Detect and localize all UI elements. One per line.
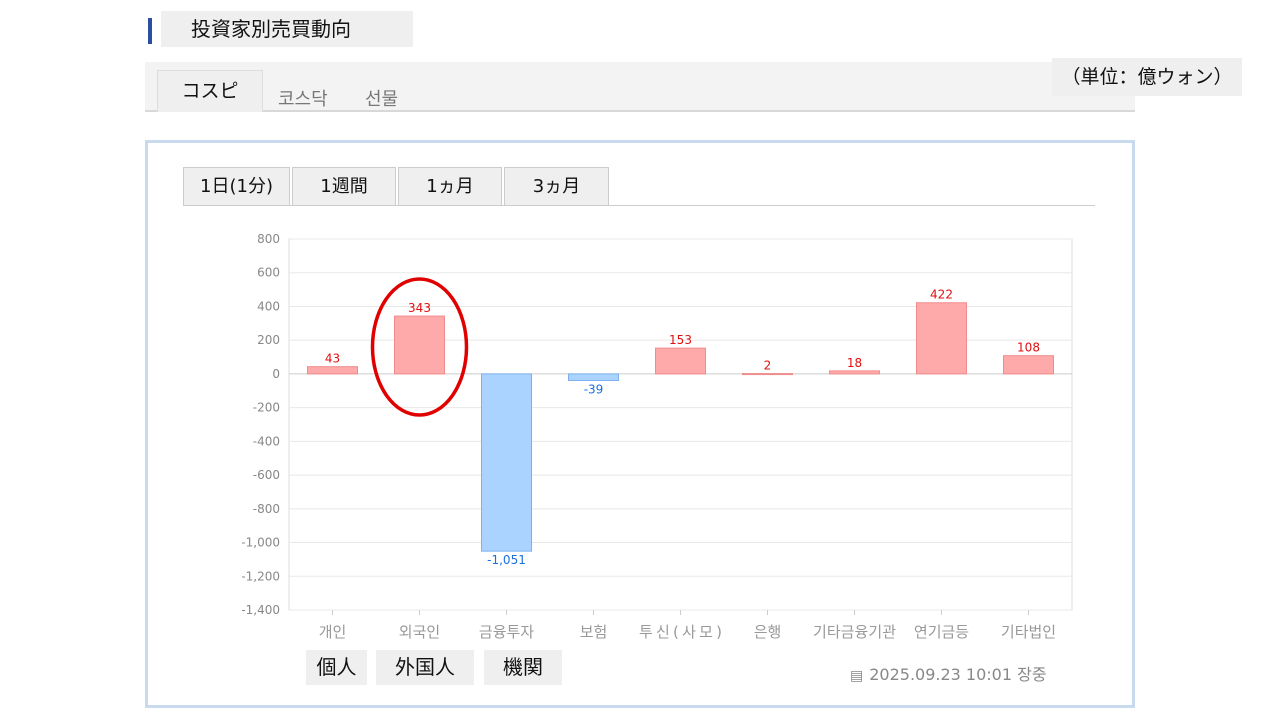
data-label: -39 — [584, 382, 604, 396]
bar — [829, 370, 880, 375]
y-tick-label: 0 — [272, 367, 280, 381]
y-tick-label: -600 — [253, 468, 280, 482]
bar — [655, 347, 706, 375]
y-tick-label: -1,200 — [241, 569, 280, 583]
bar — [307, 366, 358, 375]
data-label: 153 — [669, 333, 692, 347]
tab-kospi[interactable]: コスピ — [157, 70, 263, 112]
foreigner-button[interactable]: 外国人 — [376, 650, 474, 685]
bar — [1003, 355, 1054, 375]
tab-futures[interactable]: 선물 — [365, 89, 399, 110]
chart-panel — [145, 140, 1135, 708]
data-label: 343 — [408, 301, 431, 315]
highlight-circle — [370, 277, 469, 417]
x-tick-label: 기타금융기관 — [813, 623, 896, 641]
page-title: 投資家別売買動向 — [161, 11, 413, 47]
bar — [916, 302, 967, 375]
institution-button[interactable]: 機関 — [484, 650, 562, 685]
data-label: 43 — [325, 352, 340, 366]
timestamp-text: 2025.09.23 10:01 장중 — [869, 665, 1047, 684]
x-tick-label: 보험 — [580, 623, 608, 641]
individual-button[interactable]: 個人 — [306, 650, 367, 685]
title-accent-bar — [148, 18, 152, 44]
data-label: 108 — [1017, 341, 1040, 355]
x-tick-label: 은행 — [754, 623, 782, 641]
bar — [568, 373, 619, 381]
unit-label: （単位：億ウォン） — [1052, 58, 1242, 96]
data-label: 18 — [847, 356, 862, 370]
y-tick-label: 400 — [257, 299, 280, 313]
x-tick-label: 금융투자 — [479, 623, 534, 641]
y-tick-label: -400 — [253, 434, 280, 448]
x-tick-label: 투신(사모) — [639, 623, 722, 641]
timestamp: ▤ 2025.09.23 10:01 장중 — [850, 661, 1047, 685]
data-label: 422 — [930, 288, 953, 302]
y-tick-label: 200 — [257, 333, 280, 347]
y-tick-label: -1,000 — [241, 536, 280, 550]
bar — [394, 315, 445, 375]
bar — [481, 373, 532, 552]
data-label: 2 — [764, 359, 772, 373]
x-tick-label: 개인 — [319, 623, 347, 641]
plot-area — [288, 238, 1073, 611]
tab-1day[interactable]: 1日(1分) — [183, 167, 290, 206]
tab-1week[interactable]: 1週間 — [292, 167, 396, 206]
y-tick-label: 800 — [257, 232, 280, 246]
tab-kosdaq[interactable]: 코스닥 — [278, 89, 328, 110]
y-tick-label: -800 — [253, 502, 280, 516]
market-tab-bar — [145, 62, 1135, 112]
y-tick-label: -1,400 — [241, 603, 280, 617]
y-tick-label: 600 — [257, 266, 280, 280]
tab-3month[interactable]: 3ヵ月 — [504, 167, 609, 206]
y-tick-label: -200 — [253, 401, 280, 415]
bar — [742, 373, 793, 376]
x-tick-label: 연기금등 — [914, 623, 969, 641]
clock-calendar-icon: ▤ — [850, 668, 864, 684]
tab-1month[interactable]: 1ヵ月 — [398, 167, 502, 206]
tab-divider — [183, 205, 1095, 206]
x-tick-label: 기타법인 — [1001, 623, 1056, 641]
data-label: -1,051 — [487, 553, 526, 567]
x-tick-label: 외국인 — [399, 623, 440, 641]
